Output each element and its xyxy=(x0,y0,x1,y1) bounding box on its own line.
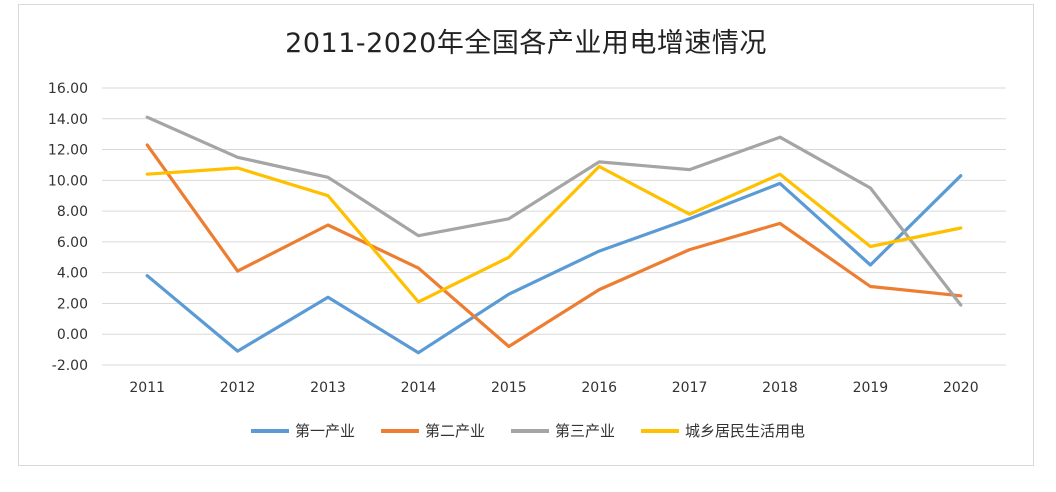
x-tick-label: 2016 xyxy=(581,380,617,396)
x-tick-label: 2013 xyxy=(310,380,346,396)
x-tick-label: 2019 xyxy=(853,380,889,396)
x-tick-label: 2017 xyxy=(672,380,708,396)
legend-swatch xyxy=(641,428,680,433)
y-tick-label: -2.00 xyxy=(52,358,88,374)
x-axis-ticks: 2011 2012 2013 2014 2015 2016 2017 2018 2019 2020 xyxy=(129,380,978,396)
legend-swatch xyxy=(380,428,419,433)
gridlines xyxy=(102,87,1006,366)
x-tick-label: 2018 xyxy=(762,380,798,396)
x-tick-label: 2020 xyxy=(943,380,979,396)
y-tick-label: 0.00 xyxy=(57,327,88,343)
x-tick-label: 2011 xyxy=(129,380,165,396)
y-axis-ticks: 16.00 14.00 12.00 10.00 8.00 6.00 4.00 2.00 0.00… xyxy=(48,81,88,374)
legend-item: 城乡居民生活用电 xyxy=(641,420,805,441)
y-tick-label: 8.00 xyxy=(57,204,88,220)
legend-swatch xyxy=(511,428,549,433)
x-tick-label: 2014 xyxy=(401,380,437,396)
series-line-4 xyxy=(145,164,963,304)
series-line-2 xyxy=(145,143,963,349)
legend-swatch xyxy=(250,428,289,433)
legend: 第一产业 第二产业 第三产业 城乡居民生活用电 xyxy=(0,420,1056,441)
legend-label: 第三产业 xyxy=(555,422,616,440)
chart-title: 2011-2020年全国各产业用电增速情况 xyxy=(285,28,767,59)
legend-label: 第一产业 xyxy=(294,422,355,440)
y-tick-label: 16.00 xyxy=(48,81,88,97)
x-tick-label: 2015 xyxy=(491,380,527,396)
y-tick-label: 4.00 xyxy=(57,266,88,282)
legend-label: 第二产业 xyxy=(424,422,485,440)
y-tick-label: 12.00 xyxy=(48,143,88,159)
y-tick-label: 2.00 xyxy=(57,296,88,312)
legend-label: 城乡居民生活用电 xyxy=(685,422,806,440)
y-tick-label: 6.00 xyxy=(57,235,88,251)
chart-frame: 2011-2020年全国各产业用电增速情况 xyxy=(18,4,1034,466)
legend-item: 第三产业 xyxy=(511,420,615,441)
x-tick-label: 2012 xyxy=(220,380,256,396)
y-tick-label: 14.00 xyxy=(48,112,88,128)
series-line-3 xyxy=(145,115,963,307)
legend-item: 第一产业 xyxy=(250,420,355,441)
legend-item: 第二产业 xyxy=(380,420,485,441)
series-lines xyxy=(145,115,963,355)
series-line-1 xyxy=(145,174,963,355)
y-tick-label: 10.00 xyxy=(48,173,88,189)
